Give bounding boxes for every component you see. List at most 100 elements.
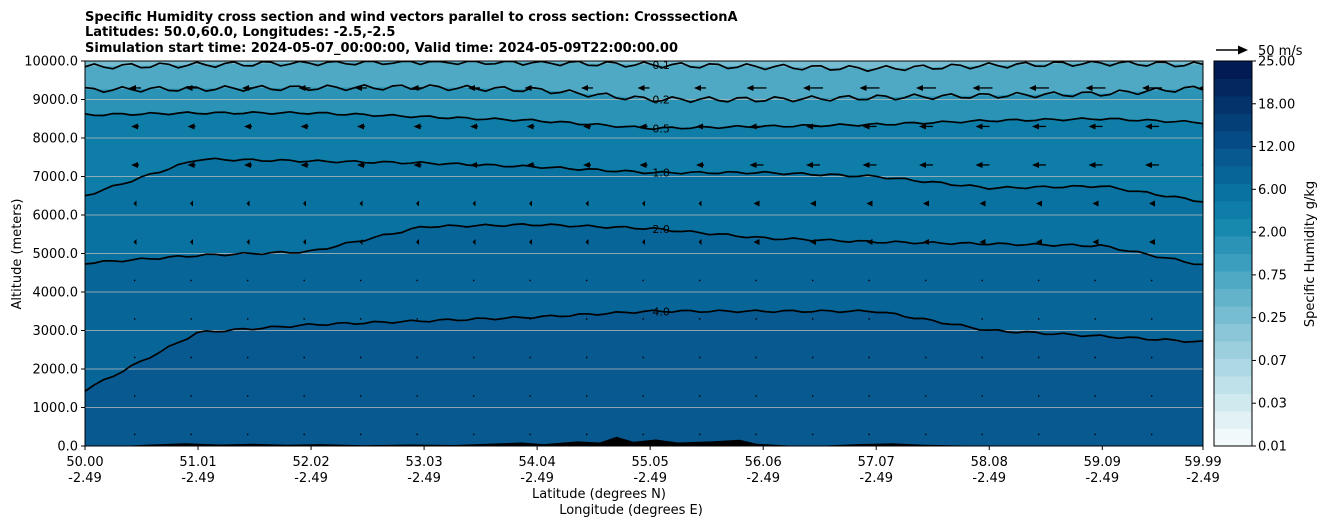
wind-vector	[812, 318, 814, 320]
wind-vector	[586, 433, 588, 436]
wind-vector	[1149, 200, 1155, 207]
wind-vector	[749, 123, 757, 130]
x-tick-label-lon: -2.49	[972, 471, 1006, 486]
wind-vector	[639, 123, 647, 130]
contour-line	[85, 61, 1203, 73]
colorbar-swatch	[1214, 271, 1252, 289]
chart-title-line-3: Simulation start time: 2024-05-07_00:00:…	[85, 41, 678, 56]
wind-vector	[247, 356, 249, 359]
colorbar-swatch	[1214, 131, 1252, 149]
colorbar-swatch	[1214, 306, 1252, 324]
wind-vector	[1151, 279, 1153, 282]
contour-labels: 0.1 0.2 0.5 1.0 2.0 4.0	[652, 59, 670, 318]
wind-vector	[303, 433, 305, 436]
y-tick-label: 4000.0	[33, 286, 79, 301]
wind-vector	[190, 279, 192, 282]
y-tick-label: 10000.0	[24, 55, 78, 70]
colorbar-swatch	[1214, 288, 1252, 307]
contour-label: 0.1	[652, 59, 670, 72]
wind-vector	[868, 433, 870, 436]
contour-label: 0.2	[652, 94, 670, 107]
wind-vector	[699, 395, 701, 397]
colorbar-tick-label: 0.07	[1258, 354, 1287, 369]
colorbar-swatch	[1214, 78, 1252, 97]
wind-vector	[810, 238, 816, 245]
colorbar-tick-label: 25.00	[1258, 55, 1295, 70]
x-tick-label-lat: 57.07	[858, 455, 895, 470]
humidity-contour-lines	[85, 61, 1203, 393]
colorbar-tick-label: 0.25	[1258, 311, 1287, 326]
wind-vector	[753, 238, 760, 245]
wind-vector	[529, 279, 531, 282]
wind-vector	[360, 395, 362, 397]
contour-line	[85, 84, 1203, 104]
wind-vector	[1038, 433, 1040, 436]
wind-vector	[1142, 84, 1149, 91]
wind-vector	[529, 356, 531, 359]
wind-vector	[134, 279, 136, 282]
colorbar-label: Specific Humidity g/kg	[1303, 181, 1318, 327]
wind-vector	[1088, 123, 1096, 130]
wind-vector	[979, 238, 986, 245]
wind-vector	[812, 395, 814, 397]
y-tick-label: 1000.0	[33, 401, 79, 416]
wind-vector	[134, 318, 136, 320]
wind-vector	[803, 84, 810, 91]
chart-title-line-2: Latitudes: 50.0,60.0, Longitudes: -2.5,-…	[85, 25, 395, 40]
wind-vector	[247, 279, 249, 282]
wind-vector	[755, 279, 757, 282]
wind-vector	[1094, 433, 1096, 436]
wind-vector	[303, 200, 306, 207]
wind-vector	[298, 84, 306, 91]
wind-vector	[979, 200, 986, 207]
wind-vector	[868, 356, 870, 359]
wind-vector	[247, 395, 249, 397]
y-tick-label: 2000.0	[33, 363, 79, 378]
wind-vector	[529, 200, 532, 207]
humidity-filled-contours	[85, 61, 1203, 446]
y-axis-label: Altitude (meters)	[10, 199, 25, 310]
x-tick-label-lon: -2.49	[407, 471, 441, 486]
colorbar-tick-label: 6.00	[1258, 183, 1287, 198]
wind-vector	[416, 238, 419, 245]
wind-vector	[1094, 356, 1096, 359]
wind-vector	[753, 200, 760, 207]
wind-vector	[1085, 84, 1093, 91]
wind-vector	[755, 318, 757, 320]
wind-vector	[1032, 161, 1039, 168]
wind-vector	[360, 356, 362, 359]
wind-vector	[473, 433, 475, 436]
y-axis-ticks: 0.0 1000.0 2000.0 3000.0 4000.0 5000.0 6000.0 7…	[24, 55, 85, 455]
wind-vector	[303, 279, 305, 282]
wind-vector	[862, 123, 870, 130]
wind-vector	[303, 356, 305, 359]
colorbar-swatch	[1214, 166, 1252, 184]
wind-vector	[473, 318, 475, 320]
x-tick-label-lat: 59.99	[1184, 455, 1221, 470]
colorbar-swatch	[1214, 323, 1252, 342]
wind-vector	[583, 123, 590, 130]
wind-vector	[187, 161, 195, 168]
contour-label: 2.0	[652, 223, 670, 236]
wind-vector	[416, 279, 418, 282]
wind-vector	[586, 279, 588, 282]
wind-vector	[746, 84, 754, 91]
wind-vector	[981, 395, 983, 397]
wind-vector	[866, 238, 873, 245]
x-tick-label-lon: -2.49	[68, 471, 102, 486]
wind-vector	[925, 279, 927, 282]
contour-label: 1.0	[652, 167, 670, 180]
wind-vector	[1145, 123, 1152, 130]
wind-vector	[529, 238, 532, 245]
colorbar-tick-label: 12.00	[1258, 140, 1295, 155]
wind-vector	[1206, 200, 1212, 206]
wind-vector	[190, 200, 193, 207]
colorbar-tick-label: 18.00	[1258, 97, 1295, 112]
wind-vector	[916, 84, 923, 91]
colorbar-frame	[1213, 60, 1253, 447]
x-tick-label-lat: 53.03	[405, 455, 442, 470]
x-tick-label-lat: 56.06	[745, 455, 782, 470]
y-tick-label: 8000.0	[33, 132, 79, 147]
wind-vector	[470, 161, 477, 168]
wind-vectors	[129, 84, 1212, 436]
